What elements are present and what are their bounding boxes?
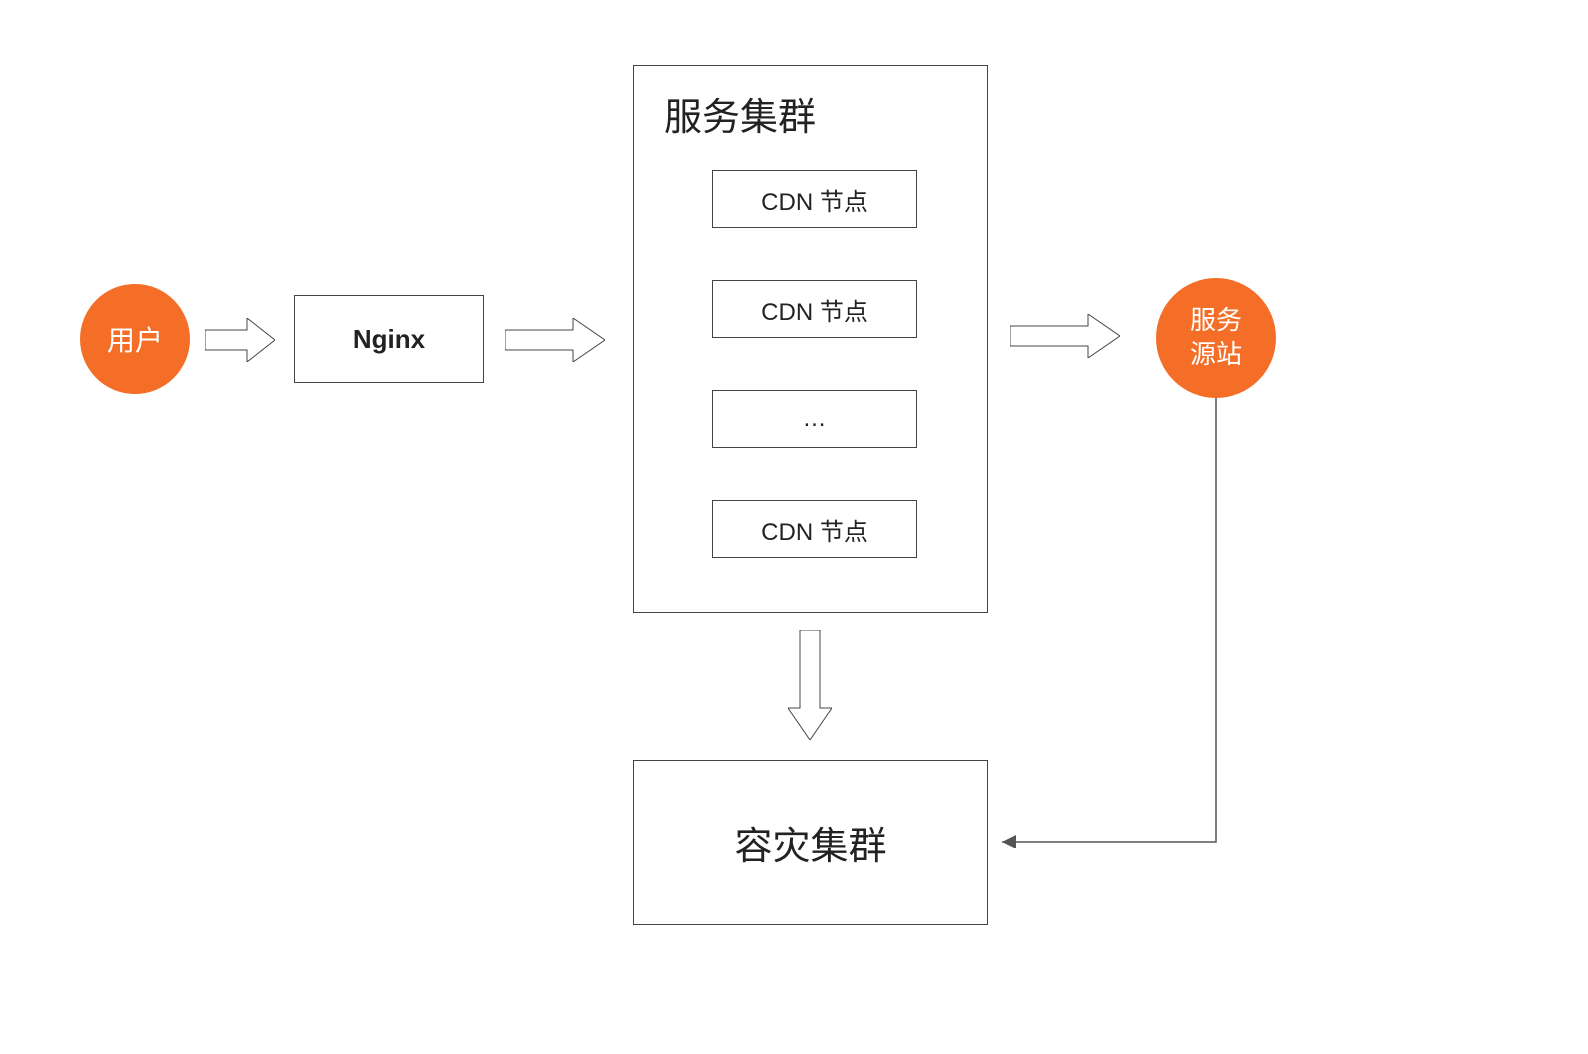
disaster-node: 容灾集群	[633, 760, 988, 925]
cdn-item-3: CDN 节点	[712, 500, 917, 558]
arrow-user-nginx	[205, 318, 275, 362]
arrow-cluster-disaster	[788, 630, 832, 740]
cdn-item-label: CDN 节点	[761, 182, 868, 217]
origin-label-2: 源站	[1190, 338, 1242, 372]
cdn-item-label: CDN 节点	[761, 292, 868, 327]
cdn-item-2: …	[712, 390, 917, 448]
user-node: 用户	[80, 284, 190, 394]
disaster-label: 容灾集群	[734, 815, 886, 870]
origin-node: 服务 源站	[1156, 278, 1276, 398]
nginx-label: Nginx	[353, 324, 425, 355]
cdn-item-label: CDN 节点	[761, 512, 868, 547]
arrow-nginx-cluster	[505, 318, 605, 362]
cdn-item-1: CDN 节点	[712, 280, 917, 338]
origin-label-1: 服务	[1190, 304, 1242, 338]
cdn-item-0: CDN 节点	[712, 170, 917, 228]
arrow-origin-disaster	[988, 398, 1228, 848]
arrow-cluster-origin	[1010, 314, 1120, 358]
cdn-item-label: …	[803, 405, 827, 433]
user-label: 用户	[107, 319, 163, 359]
service-cluster-title: 服务集群	[634, 66, 987, 151]
nginx-node: Nginx	[294, 295, 484, 383]
